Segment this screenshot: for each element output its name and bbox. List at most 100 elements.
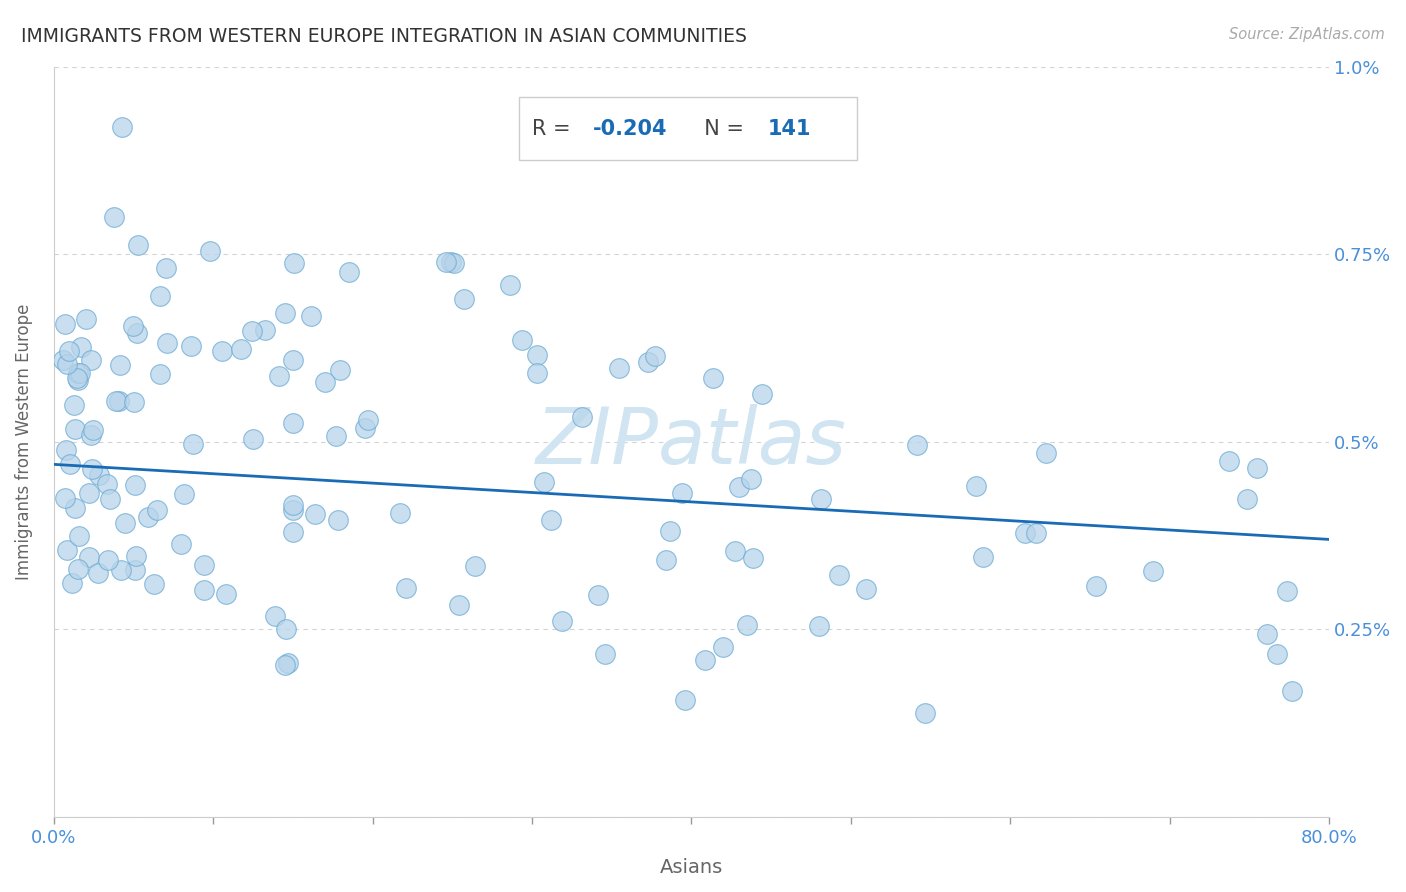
Point — [965, 479, 987, 493]
Point — [105, 393, 128, 408]
Point — [314, 375, 336, 389]
Point — [1035, 446, 1057, 460]
Point — [551, 615, 574, 629]
Point — [59, 457, 82, 471]
Point — [499, 277, 522, 292]
Point — [127, 326, 149, 340]
Point — [740, 472, 762, 486]
Point — [449, 598, 471, 612]
Point — [89, 468, 111, 483]
Point — [724, 544, 747, 558]
Point — [69, 340, 91, 354]
Point — [914, 706, 936, 720]
Point — [671, 486, 693, 500]
Point — [1014, 526, 1036, 541]
Point — [122, 318, 145, 333]
Point — [60, 575, 83, 590]
Point — [735, 618, 758, 632]
Point — [69, 366, 91, 380]
Point — [66, 371, 89, 385]
Point — [97, 552, 120, 566]
Point — [193, 583, 215, 598]
Point — [125, 549, 148, 563]
Point — [905, 438, 928, 452]
Point — [526, 348, 548, 362]
Point — [329, 363, 352, 377]
Point — [114, 516, 136, 531]
Point — [533, 475, 555, 489]
Point — [65, 500, 87, 515]
Point — [728, 479, 751, 493]
Point — [1281, 684, 1303, 698]
Point — [124, 563, 146, 577]
Point — [281, 353, 304, 368]
Point — [80, 353, 103, 368]
Point — [110, 563, 132, 577]
Point — [1246, 461, 1268, 475]
Point — [1256, 627, 1278, 641]
Point — [127, 238, 149, 252]
Point — [55, 542, 77, 557]
Point — [1275, 584, 1298, 599]
Point — [281, 525, 304, 540]
Point — [540, 513, 562, 527]
Point — [711, 640, 734, 654]
Point — [274, 657, 297, 672]
Point — [304, 508, 326, 522]
Point — [526, 367, 548, 381]
Point — [281, 417, 304, 431]
Point — [142, 577, 165, 591]
Point — [264, 608, 287, 623]
Point — [1085, 579, 1108, 593]
Point — [1025, 525, 1047, 540]
Point — [253, 323, 276, 337]
Point — [65, 422, 87, 436]
Point — [198, 244, 221, 258]
Point — [808, 619, 831, 633]
Point — [751, 387, 773, 401]
Point — [593, 647, 616, 661]
Point — [299, 309, 322, 323]
Point — [277, 656, 299, 670]
Point — [972, 550, 994, 565]
Point — [673, 693, 696, 707]
Point — [156, 336, 179, 351]
Point — [124, 478, 146, 492]
Point — [655, 553, 678, 567]
Point — [439, 254, 461, 268]
Point — [231, 343, 253, 357]
Point — [510, 333, 533, 347]
Point — [326, 513, 349, 527]
Point — [56, 357, 79, 371]
Point — [108, 393, 131, 408]
Point — [607, 361, 630, 376]
Text: -0.204: -0.204 — [593, 119, 668, 138]
Point — [67, 562, 90, 576]
Point — [183, 436, 205, 450]
Point — [742, 551, 765, 566]
Point — [180, 339, 202, 353]
Point — [62, 398, 84, 412]
FancyBboxPatch shape — [519, 96, 858, 161]
Point — [354, 421, 377, 435]
Text: ZIPatlas: ZIPatlas — [536, 404, 846, 480]
Point — [155, 260, 177, 275]
Text: N =: N = — [692, 119, 751, 138]
Point — [52, 353, 75, 368]
Point — [173, 487, 195, 501]
Point — [148, 368, 170, 382]
Point — [276, 622, 298, 636]
Text: IMMIGRANTS FROM WESTERN EUROPE INTEGRATION IN ASIAN COMMUNITIES: IMMIGRANTS FROM WESTERN EUROPE INTEGRATI… — [21, 27, 747, 45]
Point — [75, 312, 97, 326]
Point — [193, 558, 215, 572]
Point — [53, 491, 76, 505]
Point — [274, 306, 297, 320]
Point — [828, 567, 851, 582]
Point — [242, 324, 264, 338]
Point — [637, 355, 659, 369]
Point — [281, 503, 304, 517]
Point — [337, 265, 360, 279]
Point — [55, 443, 77, 458]
Point — [395, 582, 418, 596]
Point — [810, 491, 832, 506]
